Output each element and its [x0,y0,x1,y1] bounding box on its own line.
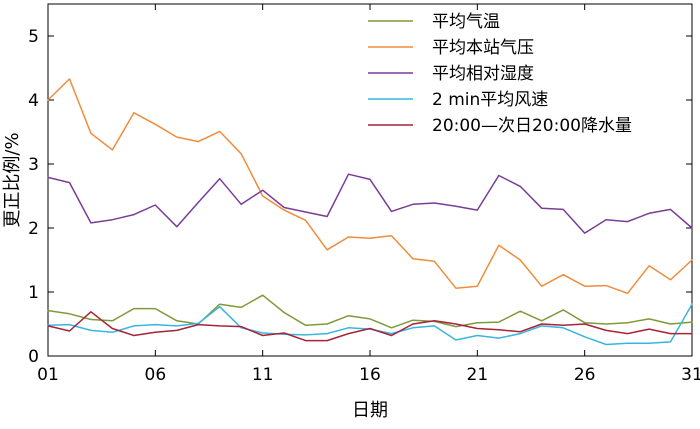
series-line-2 [47,78,693,295]
y-tick-label: 1 [28,283,39,303]
y-tick-label: 3 [28,155,39,175]
series-line-4 [47,303,693,346]
x-tick-label: 21 [467,365,489,385]
y-axis: 0 1 2 3 4 5 [28,27,692,367]
legend-label: 平均本站气压 [432,38,534,58]
x-axis-label: 日期 [352,400,388,421]
x-tick-label: 06 [145,365,167,385]
y-axis-label: 更正比例/% [2,132,23,227]
x-tick-label: 16 [359,365,381,385]
y-tick-label: 0 [28,347,39,367]
x-tick-label: 01 [37,365,59,385]
y-tick-label: 4 [28,91,39,111]
series-lines [47,78,693,346]
x-tick-label: 26 [574,365,596,385]
x-tick-label: 31 [681,365,700,385]
legend-label: 平均相对湿度 [432,64,534,84]
x-axis: 01 06 11 16 21 26 31 [37,4,700,385]
legend-label: 2 min平均风速 [432,90,548,110]
legend-label: 平均气温 [432,12,500,32]
y-tick-label: 2 [28,219,39,239]
series-line-5 [47,311,693,342]
x-tick-label: 11 [252,365,274,385]
series-line-1 [47,294,693,329]
series-line-3 [47,173,693,234]
legend-label: 20:00—次日20:00降水量 [432,116,632,136]
y-tick-label: 5 [28,27,39,47]
